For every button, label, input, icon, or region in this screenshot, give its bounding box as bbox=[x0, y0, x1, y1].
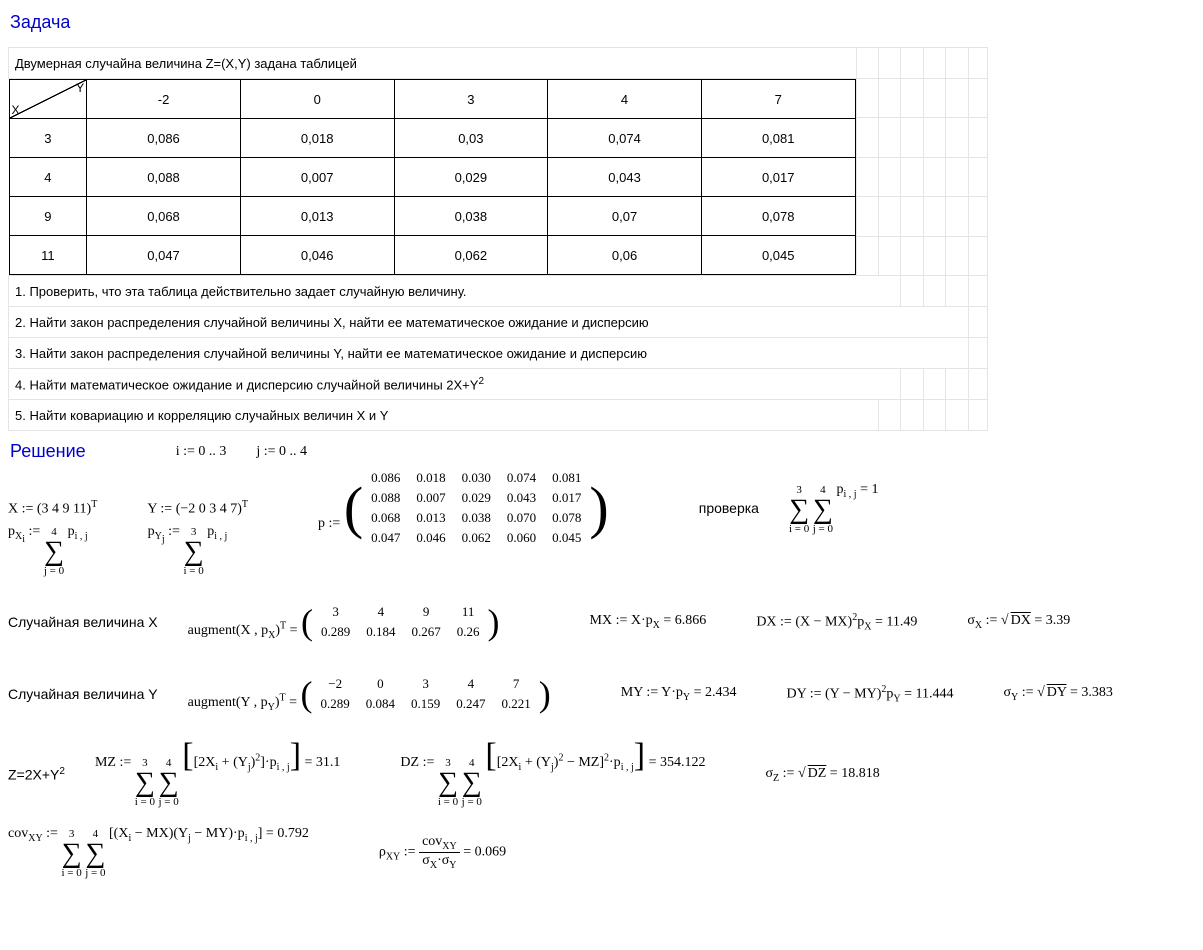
z-label: Z=2X+Y2 bbox=[8, 766, 65, 783]
rho-calc: ρXY := covXY σX·σY = 0.069 bbox=[379, 834, 506, 871]
dx-calc: DX := (X − MX)2pX = 11.49 bbox=[756, 612, 917, 632]
check-label: проверка bbox=[699, 500, 759, 516]
my-calc: MY := Y·pY = 2.434 bbox=[621, 685, 737, 703]
x-header: 3 bbox=[9, 119, 87, 158]
cell: 0,038 bbox=[394, 197, 548, 236]
y-header: 0 bbox=[240, 80, 394, 119]
x-def: X := (3 4 9 11)T bbox=[8, 499, 97, 518]
cell: 0,017 bbox=[701, 158, 855, 197]
problem-grid: Двумерная случайна величина Z=(X,Y) зада… bbox=[8, 47, 988, 431]
sigma-x: σX := √DX = 3.39 bbox=[967, 613, 1070, 631]
y-header: 4 bbox=[548, 80, 702, 119]
rv-y-label: Случайная величина Y bbox=[8, 686, 158, 702]
y-header: 7 bbox=[701, 80, 855, 119]
cell: 0,047 bbox=[87, 236, 241, 275]
solution-title: Решение bbox=[10, 441, 86, 462]
cell: 0,043 bbox=[548, 158, 702, 197]
x-header: 9 bbox=[9, 197, 87, 236]
cell: 0,086 bbox=[87, 119, 241, 158]
cell: 0,068 bbox=[87, 197, 241, 236]
task-item: 5. Найти ковариацию и корреляцию случайн… bbox=[9, 400, 879, 431]
augment-y: augment(Y , pY)T = (−203470.2890.0840.15… bbox=[188, 665, 551, 723]
sigma-y: σY := √DY = 3.383 bbox=[1003, 685, 1112, 703]
cov-calc: covXY := 3∑i = 0 4∑j = 0 [(Xi − MX)(Yj −… bbox=[8, 826, 309, 879]
dz-calc: DZ := 3∑i = 0 4∑j = 0 [[2Xi + (Yj)2 − MZ… bbox=[400, 741, 705, 808]
rv-x-label: Случайная величина X bbox=[8, 614, 158, 630]
cell: 0,07 bbox=[548, 197, 702, 236]
cell: 0,03 bbox=[394, 119, 548, 158]
solution-area: Решение i := 0 .. 3 j := 0 .. 4 X := (3 … bbox=[8, 441, 1203, 879]
cell: 0,013 bbox=[240, 197, 394, 236]
task-item: 3. Найти закон распределения случайной в… bbox=[9, 338, 969, 369]
cell: 0,088 bbox=[87, 158, 241, 197]
cell: 0,045 bbox=[701, 236, 855, 275]
y-header: -2 bbox=[87, 80, 241, 119]
task-item: 1. Проверить, что эта таблица действител… bbox=[9, 276, 901, 307]
y-header: 3 bbox=[394, 80, 548, 119]
cell: 0,06 bbox=[548, 236, 702, 275]
cell: 0,018 bbox=[240, 119, 394, 158]
cell: 0,007 bbox=[240, 158, 394, 197]
corner-cell: X Y bbox=[9, 80, 87, 119]
x-header: 11 bbox=[9, 236, 87, 275]
sigma-z: σZ := √DZ = 18.818 bbox=[765, 766, 879, 784]
px-def: pXi := 4∑j = 0 pi , j bbox=[8, 524, 88, 577]
task-item: 2. Найти закон распределения случайной в… bbox=[9, 307, 969, 338]
py-def: pYj := 3∑i = 0 pi , j bbox=[148, 524, 228, 577]
dy-calc: DY := (Y − MY)2pY = 11.444 bbox=[787, 684, 954, 704]
cell: 0,046 bbox=[240, 236, 394, 275]
mx-calc: MX := X·pX = 6.866 bbox=[590, 613, 707, 631]
cell: 0,029 bbox=[394, 158, 548, 197]
i-range: i := 0 .. 3 bbox=[176, 444, 227, 460]
p-def: p := ( 0.0860.0180.0300.0740.0810.0880.0… bbox=[318, 468, 609, 548]
j-range: j := 0 .. 4 bbox=[256, 444, 307, 460]
x-header: 4 bbox=[9, 158, 87, 197]
joint-distribution-table: X Y -2 0 3 4 7 3 0,086 0,018 0,03 0,074 … bbox=[9, 79, 856, 275]
check-sum: 3∑i = 0 4∑j = 0 pi , j = 1 bbox=[789, 482, 879, 535]
cell: 0,078 bbox=[701, 197, 855, 236]
problem-intro: Двумерная случайна величина Z=(X,Y) зада… bbox=[9, 48, 857, 79]
cell: 0,062 bbox=[394, 236, 548, 275]
mz-calc: MZ := 3∑i = 0 4∑j = 0 [[2Xi + (Yj)2]·pi … bbox=[95, 741, 340, 808]
y-def: Y := (−2 0 3 4 7)T bbox=[147, 499, 248, 518]
augment-x: augment(X , pX)T = (349110.2890.1840.267… bbox=[188, 593, 500, 651]
task-title: Задача bbox=[10, 12, 1203, 33]
cell: 0,081 bbox=[701, 119, 855, 158]
cell: 0,074 bbox=[548, 119, 702, 158]
task-item: 4. Найти математическое ожидание и диспе… bbox=[9, 369, 901, 400]
